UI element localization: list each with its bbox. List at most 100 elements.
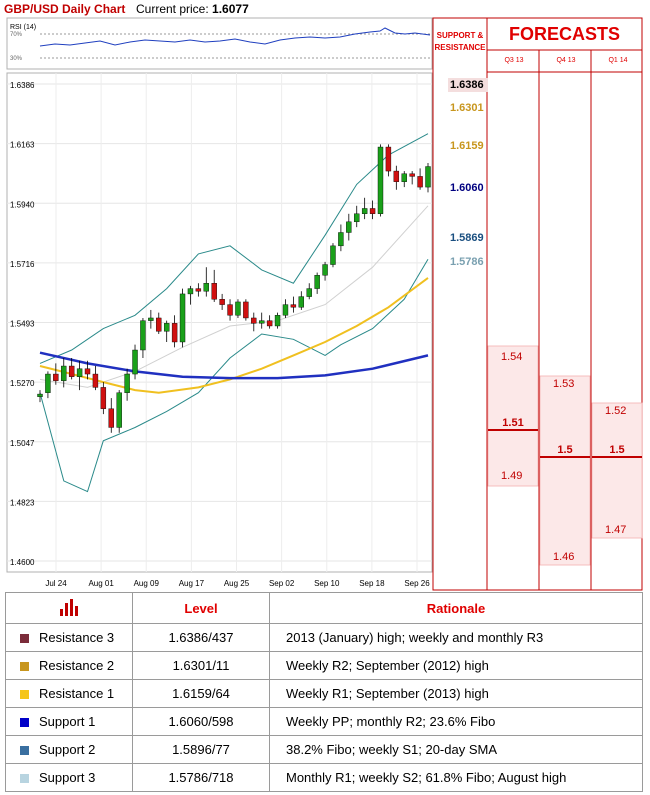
level-value: 1.6060/598 [132,707,270,736]
rsi-label: RSI (14) [10,24,36,31]
forecast-q4-low: 1.46 [553,551,575,563]
y-tick-label: 1.5493 [10,320,35,329]
level-label: 1.5869 [450,232,484,244]
table-row: Support 1 1.6060/598 Weekly PP; monthly R2… [5,707,643,736]
forecasts-title: FORECASTS [508,24,620,44]
candle-body [116,392,122,428]
level-value: 1.5896/77 [132,735,270,764]
table-row: Resistance 2 1.6301/11 Weekly R2; Septembe… [5,651,643,680]
candle-body [409,173,415,177]
quarter-q1-14: Q1 14 [608,57,628,64]
candle-body [163,323,170,332]
y-axis: 1.6386 1.6163 1.5940 1.5716 1.5493 1.5270 1.50… [10,81,35,567]
bar-chart-icon [60,598,78,616]
level-name: Resistance 2 [39,658,115,673]
level-rationale: 2013 (January) high; weekly and monthly … [269,623,643,652]
forecast-ranges [487,345,643,566]
level-name-cell: Support 3 [5,763,133,792]
candle-body [100,387,107,409]
candle-body [235,301,241,316]
forecast-panel [486,17,643,591]
candle-body [108,408,114,428]
bollinger-lower [39,258,429,493]
level-name: Resistance 3 [39,630,115,645]
candle-body [187,288,194,295]
candle-body [361,208,368,214]
sr-column [432,17,488,591]
x-tick-label: Aug 09 [134,579,160,588]
forecast-range-box [487,345,539,487]
candle-body [203,283,209,292]
bollinger-upper [39,133,429,364]
level-value: 1.5786/718 [132,763,270,792]
forecast-q4-high: 1.53 [553,378,575,390]
candle-body [425,166,431,188]
chart-header: GBP/USD Daily Chart Current price: 1.607… [0,0,432,18]
x-axis: Jul 24 Aug 01 Aug 09 Aug 17 Aug 25 Sep 02 Sep … [45,579,430,588]
level-label: 1.5786 [450,256,484,268]
forecast-range-box [591,402,643,539]
candle-body [290,304,297,308]
levels-table: Level Rationale Resistance 3 1.6386/437 20… [5,592,643,792]
forecast-q1-mid: 1.5 [609,444,625,456]
candle-body [53,373,59,381]
candle-body [282,304,289,316]
candle-body [377,146,384,214]
level-value: 1.6159/64 [132,679,270,708]
level-rationale: Monthly R1; weekly S2; 61.8% Fibo; Augus… [269,763,643,792]
candle-body [306,288,312,297]
level-name-cell: Resistance 2 [5,651,133,680]
candle-body [68,365,75,377]
table-row: Support 3 1.5786/718 Monthly R1; weekly S2… [5,763,643,792]
candle-body [37,393,43,397]
chart-area: RSI (14) 70% 30% 1.6386 1.6163 1.5940 1.571… [6,17,643,591]
candle-body [330,245,336,265]
candle-body [76,368,83,377]
price-panel: 1.6386 1.6163 1.5940 1.5716 1.5493 1.5270 1.50… [6,72,486,588]
x-tick-label: Aug 01 [88,579,114,588]
level-value: 1.6386/437 [132,623,270,652]
candle-body [417,176,423,188]
rsi-line [39,27,431,47]
level-name: Support 3 [39,770,96,785]
candles [37,144,431,433]
current-price-label: Current price: [136,2,209,16]
x-tick-label: Sep 02 [269,579,295,588]
candle-body [124,373,130,393]
candle-body [298,296,305,308]
table-header: Level Rationale [5,592,643,624]
chart-title: GBP/USD Daily Chart [4,2,126,16]
candle-body [401,173,407,182]
level-color-swatch [20,746,29,756]
current-price-value: 1.6077 [212,2,249,16]
level-name: Resistance 1 [39,686,115,701]
forecast-q1-high: 1.52 [605,405,627,417]
candle-body [84,368,91,375]
y-tick-label: 1.4823 [10,498,35,507]
x-tick-label: Aug 25 [224,579,250,588]
x-tick-label: Sep 18 [359,579,385,588]
grid [7,73,432,572]
table-row: Resistance 1 1.6159/64 Weekly R1; Septembe… [5,679,643,708]
candle-body [251,317,257,324]
y-tick-label: 1.4600 [10,558,35,567]
level-rationale: Weekly PP; monthly R2; 23.6% Fibo [269,707,643,736]
sma-200 [39,351,429,380]
col-level-header: Level [132,592,270,624]
level-color-swatch [20,690,29,700]
candle-body [195,288,202,292]
y-tick-label: 1.5047 [10,439,35,448]
candle-body [211,283,217,300]
quarter-q3-13: Q3 13 [504,57,524,64]
level-rationale: Weekly R1; September (2013) high [269,679,643,708]
candle-body [132,349,138,375]
forecast-range-box [539,375,591,566]
forecast-q3-high: 1.54 [501,351,523,363]
sr-header: SUPPORT & RESISTANCE [434,31,486,52]
level-name: Support 1 [39,714,96,729]
quarter-q4-13: Q4 13 [556,57,576,64]
candle-body [338,232,344,247]
level-name-cell: Resistance 1 [5,679,133,708]
candle-body [179,293,186,343]
candle-body [266,320,273,327]
